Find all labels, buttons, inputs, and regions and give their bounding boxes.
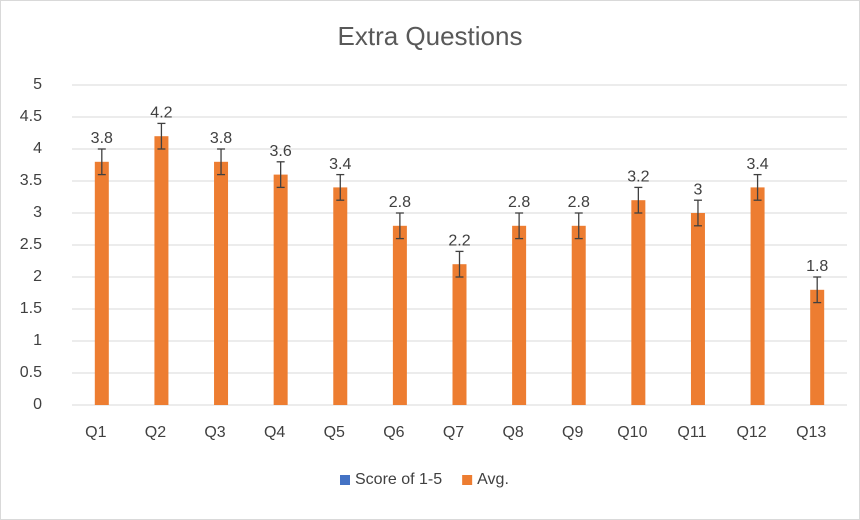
y-tick-label: 1.5: [20, 300, 42, 317]
bar: [214, 161, 229, 405]
data-label: 3: [694, 181, 703, 198]
x-tick-label: Q8: [502, 424, 523, 441]
y-tick-label: 5: [33, 76, 42, 93]
x-tick-label: Q12: [736, 424, 766, 441]
bar: [690, 213, 705, 405]
error-bar: [217, 148, 226, 176]
y-tick-label: 4.5: [20, 108, 42, 125]
error-bar: [97, 148, 106, 176]
error-bar: [753, 173, 762, 201]
y-tick-label: 2: [33, 268, 42, 285]
error-bar: [574, 212, 583, 240]
error-bar: [693, 199, 702, 227]
y-tick-label: 2.5: [20, 236, 42, 253]
bar: [333, 187, 348, 405]
x-tick-label: Q10: [617, 424, 647, 441]
error-bar: [157, 122, 166, 150]
x-tick-label: Q4: [264, 424, 285, 441]
data-label: 2.2: [448, 233, 470, 250]
legend-label: Score of 1-5: [355, 471, 442, 488]
y-tick-label: 3.5: [20, 172, 42, 189]
error-bar: [395, 212, 404, 240]
legend-swatch: [340, 475, 350, 485]
bar: [273, 174, 288, 405]
error-bar: [515, 212, 524, 240]
y-tick-label: 4: [33, 140, 42, 157]
bar: [750, 187, 765, 405]
data-label: 3.2: [627, 169, 649, 186]
bar: [392, 225, 407, 405]
x-tick-label: Q5: [324, 424, 345, 441]
chart-title: Extra Questions: [338, 21, 523, 51]
x-tick-label: Q3: [204, 424, 225, 441]
legend-swatch: [462, 475, 473, 485]
legend-label: Avg.: [477, 471, 509, 488]
bar: [94, 161, 109, 405]
y-tick-label: 0.5: [20, 364, 42, 381]
data-label: 3.4: [746, 156, 768, 173]
bar: [154, 136, 169, 405]
error-bar: [276, 161, 285, 189]
data-label: 3.8: [91, 130, 113, 147]
data-label: 3.6: [270, 143, 292, 160]
error-bar: [336, 173, 345, 201]
y-tick-label: 0: [33, 396, 42, 413]
x-tick-label: Q7: [443, 424, 464, 441]
data-label: 2.8: [508, 194, 530, 211]
x-tick-label: Q11: [677, 424, 706, 441]
data-label: 2.8: [389, 194, 411, 211]
error-bar: [455, 250, 464, 278]
bar: [512, 225, 527, 405]
data-label: 3.8: [210, 130, 232, 147]
data-label: 4.2: [150, 105, 172, 122]
error-bar: [634, 186, 643, 214]
y-tick-label: 1: [33, 332, 42, 349]
x-tick-label: Q9: [562, 424, 583, 441]
bar: [631, 200, 646, 405]
y-tick-label: 3: [33, 204, 42, 221]
x-tick-label: Q6: [383, 424, 404, 441]
data-label: 3.4: [329, 156, 351, 173]
bar: [571, 225, 586, 405]
x-tick-label: Q2: [145, 424, 166, 441]
bar: [452, 264, 467, 405]
x-tick-label: Q13: [796, 424, 826, 441]
bar: [810, 289, 825, 405]
error-bar: [813, 276, 822, 304]
x-tick-label: Q1: [85, 424, 106, 441]
data-label: 2.8: [568, 194, 590, 211]
data-label: 1.8: [806, 258, 828, 275]
